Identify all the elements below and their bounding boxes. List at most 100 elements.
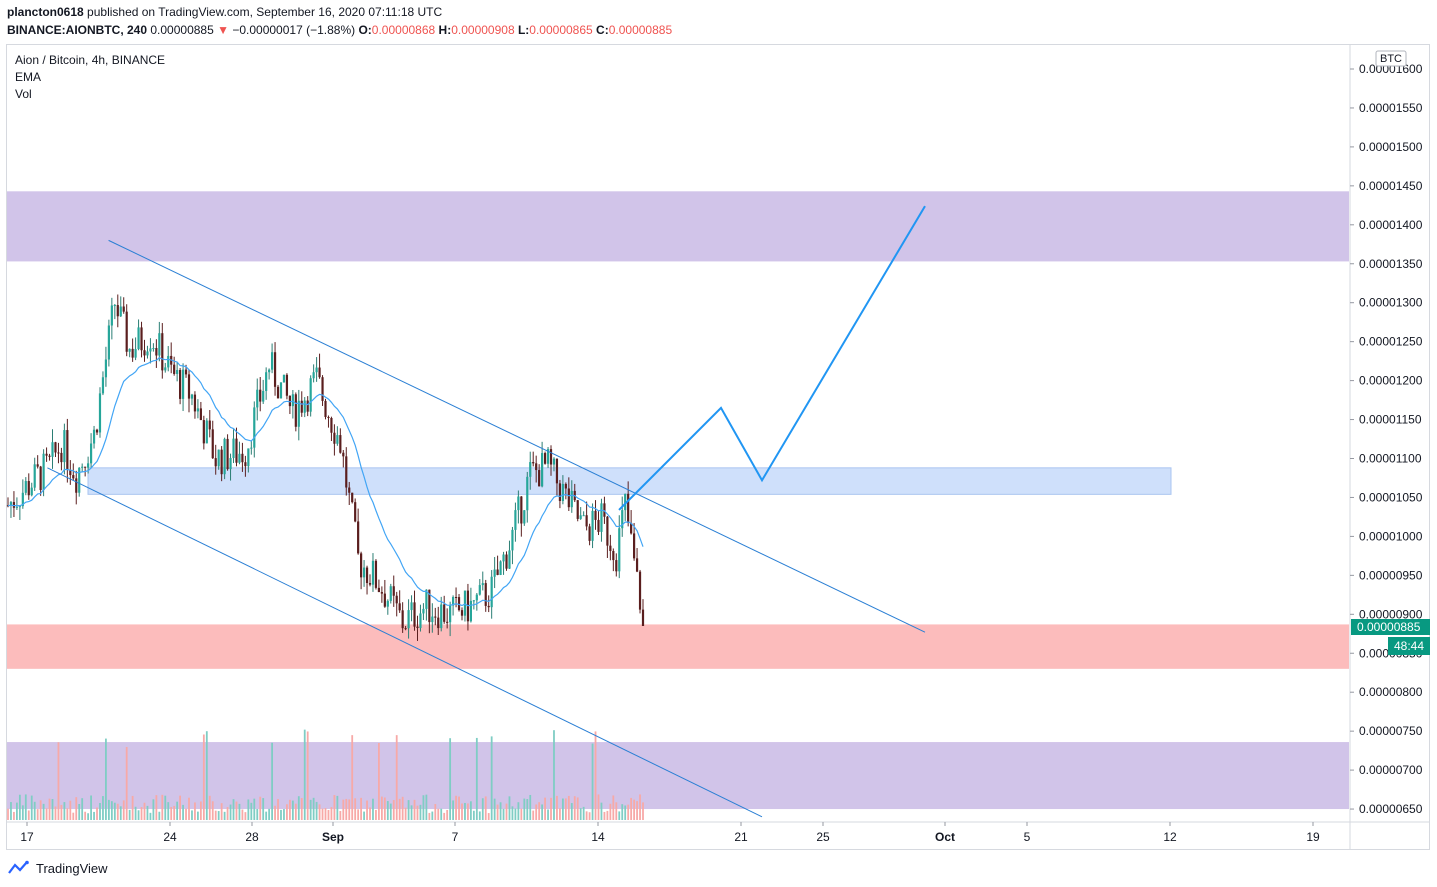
candle <box>490 570 493 619</box>
candle <box>66 418 69 483</box>
candle <box>582 511 585 517</box>
volume-bar <box>422 795 425 820</box>
candle-body <box>226 438 229 470</box>
candle-body <box>244 462 247 467</box>
low-label: L: <box>517 23 530 37</box>
candle-body <box>437 617 440 629</box>
candle <box>116 294 119 328</box>
candle <box>306 396 309 417</box>
candle-body <box>119 306 122 317</box>
volume-bar <box>443 812 446 820</box>
legend-title[interactable]: Aion / Bitcoin, 4h, BINANCE <box>15 53 166 67</box>
volume-bar <box>39 800 42 820</box>
candle <box>282 374 286 383</box>
candle <box>505 551 508 571</box>
time-tick-label: 12 <box>1163 830 1177 844</box>
candle-body <box>300 400 303 413</box>
volume-bar <box>137 810 140 820</box>
volume-bar <box>253 798 256 820</box>
volume-bar <box>110 801 113 820</box>
candle <box>609 534 612 561</box>
time-tick-label: 25 <box>816 830 830 844</box>
candle-body <box>505 554 508 569</box>
volume-bar <box>24 794 27 820</box>
candle-body <box>27 481 30 496</box>
volume-bar <box>173 805 176 820</box>
candle-body <box>377 587 381 593</box>
candle <box>291 390 294 419</box>
candle <box>395 591 398 617</box>
volume-bar <box>401 796 404 820</box>
candle-body <box>187 374 191 399</box>
volume-bar <box>158 811 161 820</box>
candle <box>451 595 455 616</box>
volume-bar <box>472 810 475 820</box>
volume-bar <box>161 794 164 820</box>
candle <box>190 393 194 406</box>
candle-body <box>211 429 214 459</box>
candle <box>75 470 78 505</box>
price-tick-label: 0.00001350 <box>1359 257 1423 271</box>
candle-body <box>270 352 274 370</box>
candle <box>401 602 404 633</box>
legend-vol[interactable]: Vol <box>15 87 32 101</box>
volume-bar <box>265 811 268 820</box>
volume-bar <box>609 803 612 820</box>
volume-bar <box>372 798 374 820</box>
candle-body <box>538 470 541 487</box>
volume-bar <box>128 809 131 820</box>
candle <box>567 477 570 512</box>
volume-bar <box>573 796 576 820</box>
candle-body <box>546 449 550 464</box>
volume-bar <box>223 811 226 820</box>
candle <box>327 415 330 428</box>
candle-body <box>632 533 636 559</box>
candle-body <box>229 458 232 470</box>
volume-bar <box>369 807 371 820</box>
volume-bar <box>259 796 262 820</box>
candle-body <box>179 370 182 399</box>
legend-ema[interactable]: EMA <box>15 70 42 84</box>
candle <box>466 583 470 631</box>
volume-bar <box>630 797 633 820</box>
candle <box>149 338 152 364</box>
candle-body <box>220 449 223 475</box>
candle <box>541 441 544 488</box>
candle-body <box>184 369 188 375</box>
candle-body <box>588 526 591 541</box>
price-tick-label: 0.00000650 <box>1359 802 1423 816</box>
volume-bar <box>431 811 434 820</box>
candle-body <box>309 378 312 412</box>
candle <box>288 395 291 415</box>
candle <box>9 500 13 518</box>
candle-body <box>190 394 194 399</box>
candle <box>48 453 51 461</box>
high-value: 0.00000908 <box>451 23 515 37</box>
author-name[interactable]: plancton0618 <box>7 5 84 19</box>
candle-body <box>561 483 564 501</box>
candle <box>481 571 484 591</box>
candle <box>214 444 217 475</box>
candle-body <box>490 576 493 608</box>
volume-bar <box>146 805 149 820</box>
volume-bar <box>502 808 505 820</box>
candle <box>440 596 443 632</box>
candle-body <box>54 442 57 453</box>
candle-body <box>597 519 600 532</box>
candle-body <box>84 466 87 468</box>
candle-body <box>75 478 78 493</box>
low-value: 0.00000865 <box>529 23 593 37</box>
last-price: 0.00000885 <box>150 23 214 37</box>
candle <box>354 498 357 523</box>
volume-bar <box>378 743 380 820</box>
candle-body <box>158 333 161 356</box>
price-tick-label: 0.00001150 <box>1359 413 1422 427</box>
footer-branding[interactable]: TradingView <box>8 860 108 876</box>
volume-bar <box>523 798 526 820</box>
current-price-badge-box <box>1351 619 1430 635</box>
candle-body <box>60 452 63 463</box>
candle-body <box>520 496 523 524</box>
time-tick-label: 14 <box>591 830 605 844</box>
volume-bar <box>594 731 597 820</box>
